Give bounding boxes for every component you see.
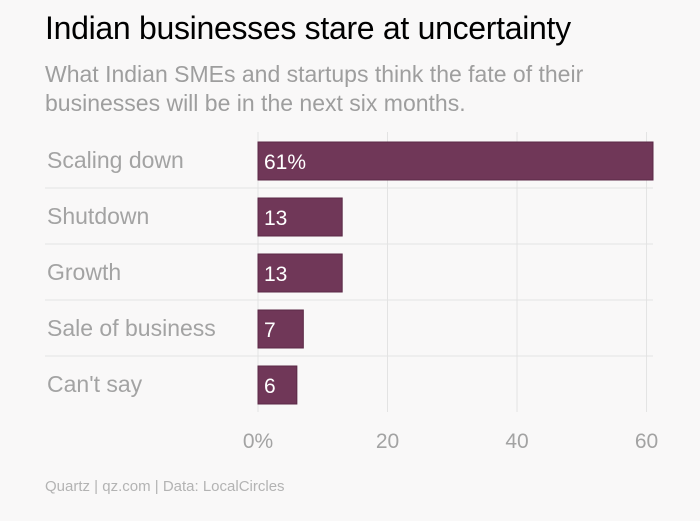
category-label: Growth (47, 259, 121, 285)
category-label: Sale of business (47, 315, 216, 341)
bar (257, 197, 343, 237)
bar (257, 365, 298, 405)
data-label: 13 (264, 207, 287, 230)
category-label: Can't say (47, 371, 143, 397)
x-tick-label: 0% (243, 430, 273, 453)
bar (257, 141, 654, 181)
bars (257, 141, 654, 405)
data-label: 61% (264, 151, 306, 174)
x-tick-label: 20 (376, 430, 399, 453)
chart-title: Indian businesses stare at uncertainty (45, 10, 571, 46)
data-label: 13 (264, 263, 287, 286)
data-label: 6 (264, 375, 276, 398)
category-label: Shutdown (47, 203, 149, 229)
x-tick-label: 40 (505, 430, 528, 453)
source-footer: Quartz | qz.com | Data: LocalCircles (45, 478, 285, 495)
category-label: Scaling down (47, 147, 184, 173)
bar (257, 253, 343, 293)
row-separators (45, 187, 653, 357)
data-label: 7 (264, 319, 276, 342)
bar (257, 309, 304, 349)
x-tick-label: 60 (635, 430, 658, 453)
chart-subtitle: What Indian SMEs and startups think the … (45, 61, 584, 116)
labels: 0% 20 40 60 Scaling down 61% Shutdown 13 Growth 1… (47, 147, 658, 453)
